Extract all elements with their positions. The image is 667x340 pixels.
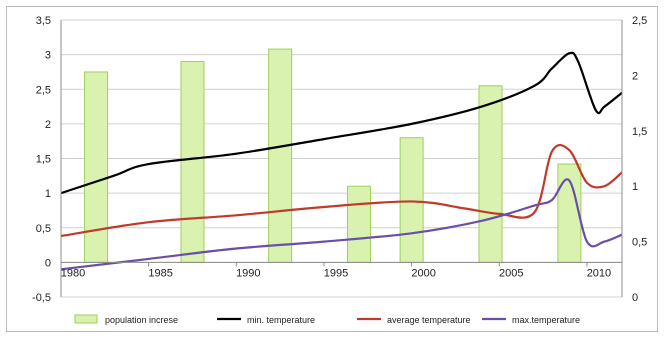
legend: population increse min. temperature averag… [74, 314, 580, 325]
bar [180, 61, 205, 263]
legend-swatch-bar [74, 314, 98, 324]
y-left-tick-label: 0,5 [36, 223, 51, 235]
bar [478, 85, 503, 263]
legend-label: population increse [105, 315, 178, 325]
x-tick-label: 2010 [587, 267, 611, 279]
y-right-tick-label: 1,5 [632, 126, 647, 138]
y-right-tick-label: 0 [632, 292, 638, 304]
x-tick-label: 1985 [148, 267, 172, 279]
bar [557, 163, 582, 263]
x-tick-label: 2000 [411, 267, 435, 279]
series-line [60, 51, 623, 195]
axes: -0,5 0 0,5 1 1,5 2 2,5 3 3,5 0 0,5 1 1,5 2 2,5 1980 1985… [32, 15, 647, 304]
bar-series [84, 48, 582, 263]
y-left-tick-label: -0,5 [32, 292, 51, 304]
y-left-tick-label: 1,5 [36, 154, 51, 166]
bar [347, 185, 372, 263]
bar [399, 137, 424, 263]
bar [268, 48, 293, 263]
y-left-tick-label: 3,5 [36, 15, 51, 27]
series-line [60, 178, 623, 271]
bar [84, 71, 109, 263]
combo-chart: -0,5 0 0,5 1 1,5 2 2,5 3 3,5 0 0,5 1 1,5 2 2,5 1980 1985… [32, 15, 647, 325]
y-right-tick-label: 2 [632, 70, 638, 82]
y-left-tick-label: 1 [45, 188, 51, 200]
x-tick-label: 1990 [236, 267, 260, 279]
series-line [60, 143, 623, 238]
x-tick-label: 1995 [324, 267, 348, 279]
legend-label: max.temperature [512, 315, 580, 325]
y-left-tick-label: 2 [45, 119, 51, 131]
chart-frame: -0,5 0 0,5 1 1,5 2 2,5 3 3,5 0 0,5 1 1,5 2 2,5 1980 1985… [6, 6, 658, 332]
y-left-tick-label: 0 [45, 257, 51, 269]
y-left-tick-label: 3 [45, 50, 51, 62]
y-right-tick-label: 1 [632, 181, 638, 193]
y-right-tick-label: 2,5 [632, 15, 647, 27]
y-left-tick-label: 2,5 [36, 84, 51, 96]
legend-label: min. temperature [247, 315, 315, 325]
x-tick-label: 2005 [499, 267, 523, 279]
gridlines [61, 19, 622, 298]
legend-label: average temperature [387, 315, 471, 325]
x-tick-label: 1980 [61, 267, 85, 279]
y-right-tick-label: 0,5 [632, 237, 647, 249]
line-series [60, 51, 623, 271]
